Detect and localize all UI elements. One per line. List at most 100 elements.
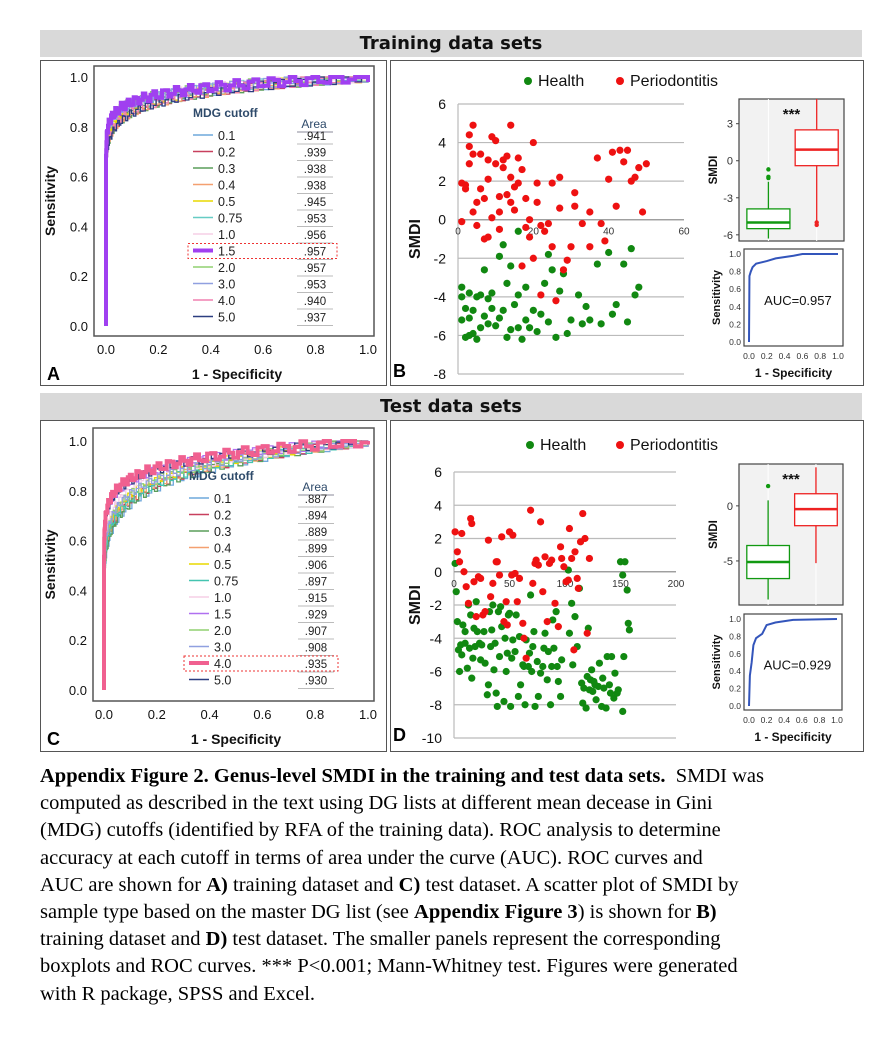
panel-label: A — [47, 364, 60, 384]
roc-y-tick: 1.0 — [729, 614, 741, 624]
periodontitis-point — [537, 291, 545, 299]
caption-line: boxplots and ROC curves. *** P<0.001; Ma… — [40, 953, 880, 980]
legend-label: 5.0 — [218, 311, 235, 325]
periodontitis-point — [581, 534, 589, 543]
area-value: .953 — [304, 214, 326, 226]
health-point — [493, 702, 501, 711]
health-point — [488, 289, 496, 297]
area-value: .929 — [305, 610, 327, 622]
legend-marker — [526, 441, 534, 449]
periodontitis-point — [502, 598, 510, 606]
periodontitis-point — [495, 192, 504, 201]
health-point — [495, 314, 504, 322]
health-point — [544, 647, 552, 656]
outlier-point — [765, 483, 771, 489]
periodontitis-point — [458, 529, 466, 538]
periodontitis-point — [507, 121, 515, 129]
legend-label: 1.0 — [214, 591, 231, 605]
health-point — [571, 613, 579, 621]
legend-label: 0.3 — [218, 162, 235, 176]
health-point — [514, 227, 522, 235]
caption-segment: training dataset and — [227, 873, 399, 896]
area-value: .908 — [305, 643, 327, 655]
x-tick-label: 0.2 — [149, 342, 167, 357]
roc-x-tick: 0.2 — [761, 715, 773, 725]
y-tick-label: 4 — [434, 497, 442, 513]
periodontitis-point — [503, 621, 511, 629]
x-tick-label: 0.8 — [306, 707, 324, 722]
legend-title: MDG cutoff — [189, 469, 255, 483]
health-point — [473, 628, 481, 636]
area-value: .894 — [305, 511, 328, 523]
y-tick-label: 0.6 — [69, 534, 87, 549]
periodontitis-point — [453, 548, 461, 556]
periodontitis-point — [460, 568, 468, 576]
periodontitis-point — [537, 221, 545, 230]
caption-segment: B) — [696, 901, 717, 924]
roc-curve — [105, 76, 368, 326]
health-point — [514, 324, 522, 332]
roc-x-tick: 1.0 — [831, 715, 843, 725]
periodontitis-point — [570, 646, 578, 654]
figure-caption: Appendix Figure 2. Genus-level SMDI in t… — [40, 763, 880, 1008]
area-value: .945 — [304, 197, 326, 209]
health-point — [620, 652, 628, 661]
y-tick-label: -8 — [430, 697, 443, 713]
periodontitis-point — [605, 175, 613, 183]
health-point — [625, 626, 633, 634]
health-point — [507, 702, 515, 711]
roc-y-tick: 0.4 — [729, 302, 741, 312]
health-point — [472, 598, 480, 606]
caption-segment: with R package, SPSS and Excel. — [40, 982, 316, 1005]
roc-y-tick: 0.0 — [729, 337, 741, 347]
area-value: .938 — [304, 164, 326, 176]
health-point — [495, 652, 504, 661]
highlight-box — [183, 655, 339, 672]
legend-label: 3.0 — [218, 278, 235, 292]
health-point — [582, 704, 590, 712]
roc-x-tick: 0.0 — [743, 715, 755, 725]
periodontitis-point — [484, 156, 492, 164]
caption-line: accuracy at each cutoff in terms of area… — [40, 845, 880, 872]
periodontitis-point — [631, 173, 639, 181]
periodontitis-point — [559, 266, 568, 274]
health-point — [548, 662, 556, 671]
y-tick-label: 0.2 — [69, 633, 87, 648]
y-tick-label: 0.8 — [70, 120, 88, 135]
boxplot-y-tick: -5 — [723, 556, 733, 568]
health-point — [592, 696, 600, 704]
health-point — [612, 300, 620, 309]
health-point — [483, 691, 491, 699]
health-point — [514, 291, 522, 299]
periodontitis-point — [455, 558, 464, 566]
health-point — [495, 252, 504, 260]
x-tick-label: 0.8 — [307, 342, 325, 357]
periodontitis-point — [503, 152, 511, 160]
caption-line: Appendix Figure 2. Genus-level SMDI in t… — [40, 763, 880, 790]
periodontitis-point — [473, 198, 481, 206]
periodontitis-point — [635, 164, 643, 172]
panel-label: B — [393, 361, 406, 381]
periodontitis-point — [519, 619, 527, 627]
periodontitis-point — [522, 223, 530, 232]
health-point — [546, 701, 555, 709]
periodontitis-point — [495, 571, 504, 579]
periodontitis-point — [526, 506, 535, 514]
caption-segment: D) — [205, 928, 228, 951]
y-tick-label: 1.0 — [70, 70, 88, 85]
periodontitis-point — [465, 131, 473, 139]
health-point — [556, 287, 564, 295]
health-point — [534, 692, 542, 701]
health-point — [533, 327, 541, 336]
periodontitis-point — [601, 237, 609, 245]
health-point — [530, 628, 538, 636]
y-tick-label: 0.8 — [69, 484, 87, 499]
periodontitis-point — [608, 148, 617, 156]
health-point — [477, 291, 485, 299]
panel-label: D — [393, 725, 406, 745]
health-point — [511, 647, 519, 656]
area-value: .957 — [304, 263, 326, 275]
y-tick-label: 0.0 — [69, 683, 87, 698]
periodontitis-point — [533, 179, 541, 187]
panel-b-scatter: Health Periodontitis 6 4 2 0 -2 -4 -6 -8 0 20 40 60 SM… — [390, 60, 864, 386]
